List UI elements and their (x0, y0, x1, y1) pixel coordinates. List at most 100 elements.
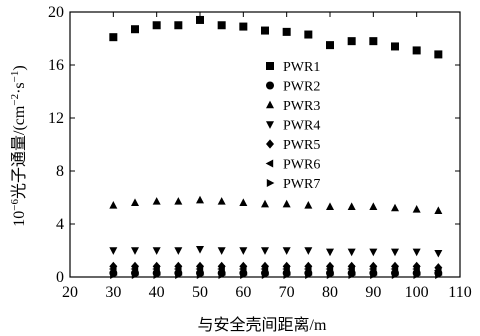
data-point (391, 42, 399, 51)
data-point (369, 248, 378, 257)
y-tick-label: 0 (56, 269, 64, 286)
data-point (282, 247, 291, 255)
data-point (174, 21, 183, 30)
x-axis-title: 与安全壳间距离/m (198, 316, 327, 334)
data-point (326, 271, 335, 280)
series-PWR4 (109, 245, 443, 258)
series-PWR3 (109, 195, 443, 214)
data-point (239, 261, 248, 271)
data-point (196, 195, 204, 204)
data-point (131, 261, 139, 271)
data-point (152, 247, 161, 255)
data-point (131, 247, 139, 255)
data-point (152, 197, 161, 205)
data-point (196, 261, 204, 271)
legend-label: PWR4 (283, 119, 320, 134)
data-point (347, 202, 356, 210)
data-point (282, 199, 291, 208)
data-point (218, 271, 227, 280)
data-point (195, 265, 204, 274)
data-point (260, 265, 269, 274)
data-point (370, 271, 378, 280)
data-point (175, 271, 183, 280)
data-point (109, 33, 118, 42)
x-tick-label: 90 (365, 284, 381, 301)
y-tick-label: 20 (48, 4, 64, 21)
data-point (347, 265, 355, 274)
data-point (283, 271, 292, 280)
data-point (109, 201, 118, 209)
data-point (391, 261, 399, 271)
data-point (434, 249, 443, 258)
data-point (196, 245, 204, 254)
data-point (109, 247, 118, 255)
data-point (434, 263, 443, 273)
series-PWR5 (109, 261, 443, 273)
data-point (368, 265, 377, 274)
data-point (412, 248, 421, 257)
x-tick-label: 20 (62, 284, 78, 301)
y-tick-label: 16 (48, 57, 64, 74)
series-PWR6 (108, 265, 442, 275)
series-PWR7 (110, 271, 443, 280)
legend-marker (266, 179, 275, 187)
data-point (435, 271, 443, 280)
data-point (413, 271, 422, 280)
data-point (238, 265, 247, 274)
data-point (433, 266, 442, 275)
data-point (174, 197, 183, 205)
y-title-part: 10 (11, 211, 28, 227)
legend-marker (266, 81, 274, 90)
legend-label: PWR5 (283, 138, 320, 153)
data-point (390, 265, 399, 274)
y-title-part: ·s (11, 82, 28, 94)
x-tick-label: 40 (149, 284, 165, 301)
data-point (108, 265, 117, 274)
data-point (282, 27, 291, 36)
data-point (239, 247, 248, 255)
data-point (347, 261, 356, 271)
legend-marker (266, 100, 274, 109)
x-tick-label: 30 (105, 284, 121, 301)
y-title-part: ) (11, 65, 28, 70)
data-point (412, 265, 420, 274)
data-point (305, 271, 313, 280)
data-point (174, 261, 183, 271)
data-point (131, 25, 139, 34)
data-point (217, 265, 225, 274)
data-point (412, 261, 421, 271)
data-point (196, 15, 204, 24)
data-point (196, 271, 205, 280)
x-tick-label: 50 (192, 284, 208, 301)
series-PWR1 (109, 15, 443, 59)
data-point (152, 261, 161, 271)
data-point (239, 22, 248, 31)
data-point (282, 261, 291, 271)
legend-marker (265, 159, 274, 168)
y-title-part: −1 (9, 71, 21, 83)
legend-marker (266, 121, 274, 129)
data-point (110, 271, 118, 280)
x-tick-label: 70 (279, 284, 295, 301)
data-point (325, 265, 334, 274)
y-title-part: −2 (9, 94, 21, 106)
data-point (174, 247, 183, 255)
y-axis-title: 10−6光子通量/(cm−2·s−1) (9, 65, 28, 226)
x-tick-label: 100 (405, 284, 429, 301)
y-tick-label: 8 (56, 163, 64, 180)
data-point (173, 265, 182, 274)
data-point (261, 199, 269, 208)
data-point (152, 265, 160, 274)
legend-label: PWR3 (283, 99, 320, 114)
data-point (304, 261, 313, 271)
data-point (240, 271, 248, 280)
data-point (369, 261, 378, 271)
data-point (304, 201, 313, 209)
x-tick-label: 80 (322, 284, 338, 301)
axis-ticks: 20 30 40 50 60 70 80 90 100 110 0 4 8 12 16 20 (48, 4, 472, 301)
data-point (261, 26, 269, 35)
data-point (130, 265, 139, 274)
legend: PWR1 PWR2 PWR3 PWR4 PWR5 PWR6 PWR7 (265, 60, 320, 192)
x-tick-label: 110 (448, 284, 471, 301)
